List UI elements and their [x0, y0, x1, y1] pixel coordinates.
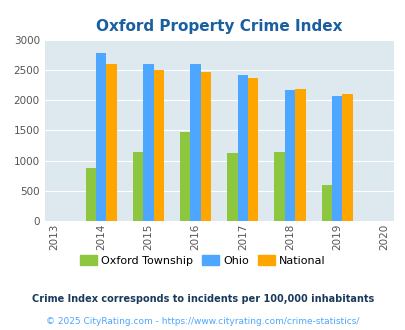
Bar: [331, 96, 341, 221]
Bar: [341, 94, 352, 221]
Title: Oxford Property Crime Index: Oxford Property Crime Index: [96, 19, 342, 34]
Bar: [284, 90, 294, 221]
Bar: [143, 64, 153, 221]
Bar: [274, 152, 284, 221]
Bar: [190, 64, 200, 221]
Text: © 2025 CityRating.com - https://www.cityrating.com/crime-statistics/: © 2025 CityRating.com - https://www.city…: [46, 317, 359, 326]
Bar: [153, 70, 164, 221]
Bar: [180, 132, 190, 221]
Bar: [294, 89, 305, 221]
Bar: [96, 53, 106, 221]
Bar: [321, 185, 331, 221]
Text: Crime Index corresponds to incidents per 100,000 inhabitants: Crime Index corresponds to incidents per…: [32, 294, 373, 304]
Bar: [200, 72, 211, 221]
Bar: [247, 78, 258, 221]
Bar: [132, 151, 143, 221]
Bar: [227, 153, 237, 221]
Bar: [106, 64, 117, 221]
Legend: Oxford Township, Ohio, National: Oxford Township, Ohio, National: [76, 250, 329, 270]
Bar: [85, 168, 96, 221]
Bar: [237, 75, 247, 221]
